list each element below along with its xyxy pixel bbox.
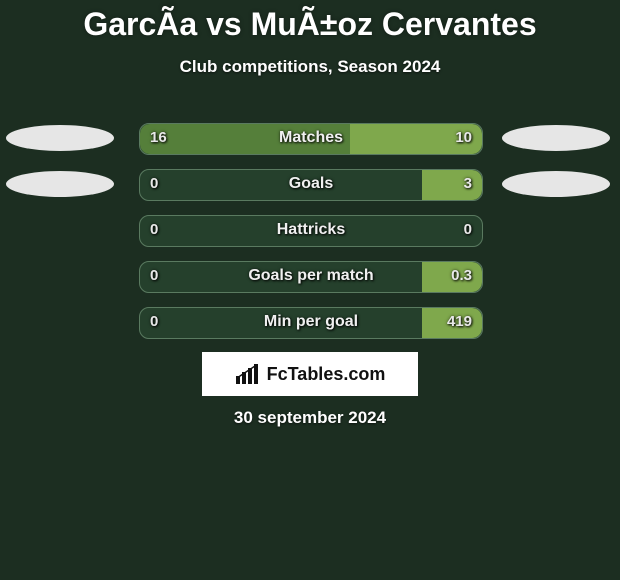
stat-bar: 1610Matches (139, 123, 483, 155)
stat-value-left: 0 (150, 313, 158, 330)
bar-fill-right (350, 124, 482, 154)
bar-fill-left (140, 124, 350, 154)
stat-bar: 00.3Goals per match (139, 261, 483, 293)
fctables-logo-link[interactable]: FcTables.com (202, 352, 418, 396)
bar-fill-right (422, 170, 482, 200)
player-left-placeholder (6, 125, 114, 151)
page-title: GarcÃ­a vs MuÃ±oz Cervantes (0, 0, 620, 43)
comparison-rows: 1610Matches03Goals00Hattricks00.3Goals p… (0, 122, 620, 352)
stat-label: Hattricks (140, 221, 482, 239)
page-root: GarcÃ­a vs MuÃ±oz Cervantes Club competi… (0, 0, 620, 580)
stat-value-left: 0 (150, 221, 158, 238)
stat-row: 1610Matches (0, 122, 620, 154)
stat-row: 0 0Hattricks (0, 214, 620, 246)
stat-bar: 0419Min per goal (139, 307, 483, 339)
stat-row: 0419Min per goal (0, 306, 620, 338)
player-right-placeholder (502, 125, 610, 151)
bar-chart-icon (235, 364, 261, 384)
player-right-placeholder (502, 171, 610, 197)
stat-value-right: 0 (464, 221, 472, 238)
stat-row: 03Goals (0, 168, 620, 200)
bar-fill-right (422, 262, 482, 292)
stat-bar: 03Goals (139, 169, 483, 201)
snapshot-date: 30 september 2024 (0, 408, 620, 428)
page-subtitle: Club competitions, Season 2024 (0, 57, 620, 77)
bar-fill-right (422, 308, 482, 338)
stat-bar: 0 0Hattricks (139, 215, 483, 247)
brand-text: FcTables.com (267, 364, 386, 385)
stat-row: 00.3Goals per match (0, 260, 620, 292)
stat-value-left: 0 (150, 175, 158, 192)
stat-value-left: 0 (150, 267, 158, 284)
player-left-placeholder (6, 171, 114, 197)
